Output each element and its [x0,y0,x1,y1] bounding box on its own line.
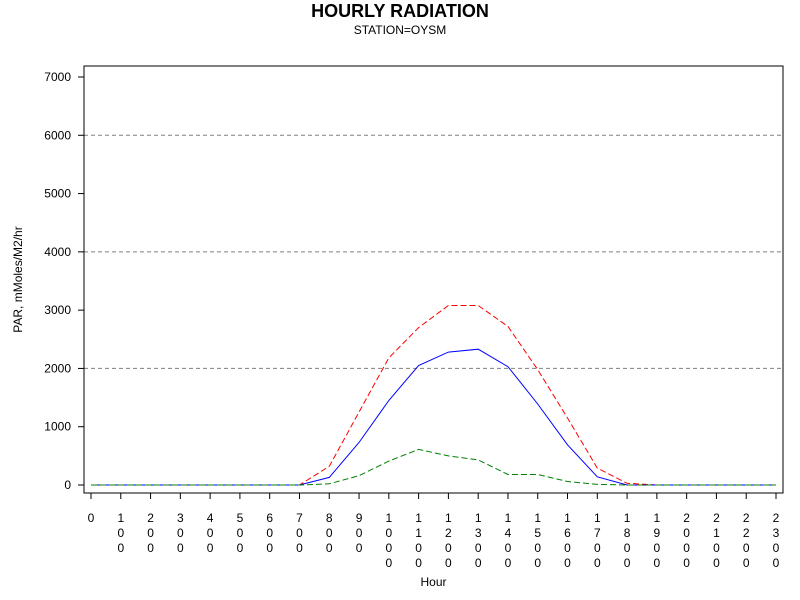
x-tick-label: 0 [88,511,95,525]
y-axis-label: PAR, mMoles/M2/hr [11,226,25,332]
y-tick-label: 2000 [44,361,71,375]
x-axis: 0 1 0 0 2 0 0 3 0 0 4 0 0 5 0 0 6 0 0 7 0 0 8 0 0 9 0 0 1 0 0 0 1 1 0 0 1 2 0 0… [88,493,780,570]
y-tick-label: 0 [64,478,71,492]
chart-title: HOURLY RADIATION [311,1,489,21]
series-lines [91,305,776,486]
y-axis: 0 1000 2000 3000 4000 5000 6000 7000 [44,70,84,492]
y-tick-label: 6000 [44,128,71,142]
y-tick-label: 7000 [44,70,71,84]
y-tick-label: 5000 [44,187,71,201]
series-line-3 [91,448,776,486]
y-tick-label: 3000 [44,303,71,317]
series-line-1 [91,305,776,486]
y-tick-label: 4000 [44,245,71,259]
chart-subtitle: STATION=OYSM [353,23,447,37]
x-axis-label: Hour [420,575,446,589]
plot-area-frame [83,65,784,494]
y-tick-label: 1000 [44,420,71,434]
series-line-2 [91,348,776,486]
gridlines [84,134,783,369]
